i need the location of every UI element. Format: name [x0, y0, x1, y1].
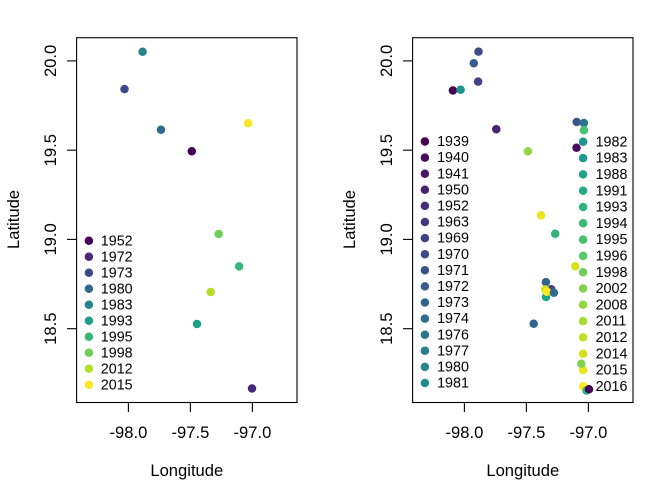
svg-text:1995: 1995: [596, 232, 628, 248]
svg-text:1974: 1974: [437, 311, 469, 327]
svg-text:1998: 1998: [596, 265, 628, 281]
svg-text:1973: 1973: [437, 295, 469, 311]
svg-text:1993: 1993: [596, 200, 628, 216]
svg-text:1973: 1973: [101, 265, 133, 281]
svg-text:2014: 2014: [596, 346, 628, 362]
svg-text:2015: 2015: [596, 363, 628, 379]
svg-text:1994: 1994: [596, 216, 628, 232]
svg-text:1941: 1941: [437, 166, 469, 182]
svg-text:2011: 2011: [596, 314, 627, 330]
svg-text:18.5: 18.5: [41, 313, 60, 345]
svg-text:1950: 1950: [437, 182, 469, 198]
svg-text:2015: 2015: [101, 377, 133, 393]
svg-text:-97.5: -97.5: [507, 423, 545, 442]
svg-text:1977: 1977: [437, 343, 469, 359]
svg-text:1996: 1996: [596, 249, 628, 265]
svg-text:20.0: 20.0: [377, 45, 396, 77]
svg-text:1983: 1983: [101, 297, 133, 313]
svg-text:1982: 1982: [596, 134, 628, 150]
svg-text:1952: 1952: [437, 199, 469, 215]
svg-text:1983: 1983: [596, 151, 628, 167]
svg-text:-97.0: -97.0: [233, 423, 271, 442]
svg-text:20.0: 20.0: [41, 45, 60, 77]
svg-text:2012: 2012: [101, 361, 133, 377]
svg-text:18.5: 18.5: [377, 313, 396, 345]
svg-text:2016: 2016: [596, 379, 628, 395]
svg-text:19.5: 19.5: [41, 134, 60, 166]
svg-text:-98.0: -98.0: [445, 423, 483, 442]
svg-text:-97.5: -97.5: [171, 423, 209, 442]
svg-text:1939: 1939: [437, 134, 469, 150]
svg-text:2002: 2002: [596, 281, 628, 297]
svg-text:1972: 1972: [437, 279, 469, 295]
svg-text:1976: 1976: [437, 327, 469, 343]
svg-text:2012: 2012: [596, 330, 628, 346]
svg-text:1971: 1971: [437, 263, 469, 279]
svg-text:1972: 1972: [101, 249, 133, 265]
svg-text:1940: 1940: [437, 150, 469, 166]
svg-text:19.5: 19.5: [377, 134, 396, 166]
svg-text:1963: 1963: [437, 215, 469, 231]
svg-text:Latitude: Latitude: [340, 190, 359, 249]
svg-text:1980: 1980: [101, 281, 133, 297]
svg-text:1988: 1988: [596, 167, 628, 183]
svg-text:Longitude: Longitude: [486, 461, 559, 480]
svg-text:Latitude: Latitude: [4, 190, 23, 249]
svg-text:1952: 1952: [101, 233, 133, 249]
svg-text:1981: 1981: [437, 376, 469, 392]
svg-text:1980: 1980: [437, 360, 469, 376]
svg-text:1991: 1991: [596, 183, 628, 199]
svg-text:Longitude: Longitude: [150, 461, 223, 480]
svg-text:1993: 1993: [101, 313, 133, 329]
svg-text:-98.0: -98.0: [109, 423, 147, 442]
svg-text:2008: 2008: [596, 297, 628, 313]
svg-text:1969: 1969: [437, 231, 469, 247]
svg-text:1995: 1995: [101, 329, 133, 345]
svg-text:1998: 1998: [101, 345, 133, 361]
svg-text:1970: 1970: [437, 247, 469, 263]
svg-text:19.0: 19.0: [41, 223, 60, 255]
svg-text:19.0: 19.0: [377, 223, 396, 255]
svg-text:-97.0: -97.0: [569, 423, 607, 442]
